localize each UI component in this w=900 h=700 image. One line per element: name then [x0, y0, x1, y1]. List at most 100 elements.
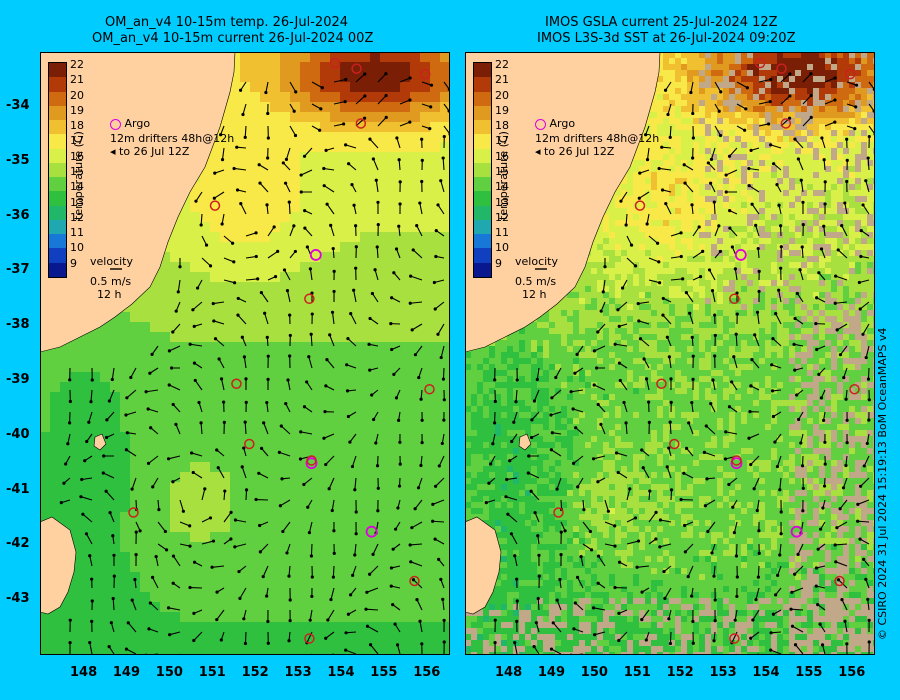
velocity-arrow-head [530, 418, 534, 422]
velocity-arrow-head [434, 228, 438, 233]
velocity-arrow-head [779, 245, 783, 249]
velocity-arrow-head [509, 532, 514, 536]
velocity-arrow-head [266, 136, 270, 140]
velocity-arrow [259, 543, 269, 553]
latitude-tick-label: -35 [6, 152, 30, 168]
velocity-arrow [513, 411, 518, 423]
velocity-arrow [217, 467, 225, 479]
velocity-arrow [571, 389, 584, 393]
velocity-arrow-head [287, 639, 291, 643]
velocity-arrow-head [571, 461, 576, 465]
velocity-arrow-head [668, 641, 673, 646]
colorbar-tick-label: 17 [495, 134, 509, 148]
velocity-arrow [779, 543, 782, 556]
velocity-arrow-head [756, 246, 760, 251]
velocity-arrow-head [349, 593, 353, 597]
velocity-arrow-head [324, 636, 328, 640]
velocity-arrow-head [323, 410, 327, 414]
velocity-arrow-head [579, 554, 583, 559]
velocity-arrow [82, 513, 93, 523]
velocity-arrow-head [864, 577, 868, 581]
velocity-arrow-head [510, 439, 514, 444]
velocity-arrow-head [795, 393, 799, 397]
velocity-arrow-head [157, 507, 161, 512]
velocity-arrow [417, 477, 423, 488]
velocity-scale-hours: 12 h [522, 288, 547, 301]
velocity-arrow [836, 521, 848, 529]
velocity-arrow-head [346, 337, 350, 341]
velocity-arrow-head [305, 380, 309, 384]
velocity-arrow [214, 191, 225, 199]
velocity-arrow-head [756, 575, 760, 579]
velocity-arrow-head [285, 551, 289, 555]
velocity-arrow-head [706, 529, 710, 534]
velocity-arrow [648, 235, 658, 244]
velocity-arrow-head [767, 122, 771, 126]
velocity-arrow-head [398, 440, 402, 444]
velocity-arrow [415, 345, 423, 356]
colorbar-tick-label: 14 [70, 180, 84, 194]
velocity-arrow-head [68, 378, 72, 382]
velocity-arrow-head [787, 116, 792, 120]
legend-argo-label: Argo [124, 117, 151, 130]
velocity-arrow-head [515, 378, 519, 382]
velocity-arrow-head [513, 554, 517, 558]
velocity-arrow-head [817, 271, 821, 275]
velocity-arrow [371, 293, 379, 303]
longitude-tick-label: 155 [370, 665, 398, 680]
velocity-arrow-head [434, 254, 438, 259]
velocity-arrow-head [325, 202, 329, 206]
drifter-marker [731, 455, 742, 466]
velocity-arrow-head [432, 280, 436, 285]
velocity-arrow-head [840, 224, 844, 228]
velocity-arrow-head [823, 462, 827, 466]
velocity-arrow [223, 279, 235, 284]
velocity-arrow [704, 451, 716, 457]
velocity-arrow-head [287, 200, 291, 204]
velocity-arrow [323, 167, 335, 171]
drifter-marker [754, 57, 766, 69]
velocity-arrow-head [299, 430, 303, 434]
velocity-arrow-head [309, 332, 313, 336]
velocity-arrow [432, 520, 445, 523]
velocity-arrow-head [266, 354, 270, 358]
velocity-arrow [794, 565, 804, 575]
velocity-arrow [126, 449, 137, 457]
velocity-arrow-head [235, 145, 239, 149]
velocity-arrow-head [867, 640, 871, 644]
drifter-marker [304, 633, 315, 644]
colorbar-segment [474, 148, 491, 164]
velocity-arrow-head [154, 554, 158, 559]
velocity-arrow [639, 169, 650, 174]
velocity-arrow [396, 137, 401, 149]
velocity-arrow [105, 490, 115, 501]
velocity-arrow [725, 169, 738, 176]
velocity-arrow-head [859, 228, 863, 233]
velocity-arrow-head [243, 641, 248, 646]
velocity-arrow [779, 477, 782, 490]
satellite-sst-map: temperature (C) Argo 12m drifters 48h@12… [465, 52, 875, 655]
velocity-arrow-head [238, 596, 242, 600]
velocity-arrow [536, 367, 540, 380]
velocity-arrow-head [439, 577, 443, 581]
velocity-arrow-head [645, 222, 649, 226]
velocity-arrow-head [367, 342, 371, 346]
velocity-arrow [619, 380, 628, 391]
velocity-arrow [780, 95, 791, 105]
velocity-arrow-head [415, 224, 419, 228]
velocity-arrow [669, 631, 672, 644]
velocity-arrow-head [596, 480, 600, 484]
colorbar [473, 62, 492, 278]
velocity-arrow-head [665, 465, 669, 469]
velocity-arrow-head [733, 267, 737, 271]
velocity-arrow-head [779, 532, 783, 536]
velocity-arrow-head [332, 529, 336, 533]
velocity-arrow-head [691, 619, 695, 624]
velocity-arrow-head [861, 332, 865, 336]
colorbar-tick-label: 14 [495, 180, 509, 194]
velocity-arrow-head [800, 245, 804, 249]
velocity-arrow-head [326, 618, 330, 622]
velocity-arrow [244, 125, 247, 138]
velocity-arrow [88, 411, 93, 423]
velocity-arrow-head [134, 553, 138, 557]
